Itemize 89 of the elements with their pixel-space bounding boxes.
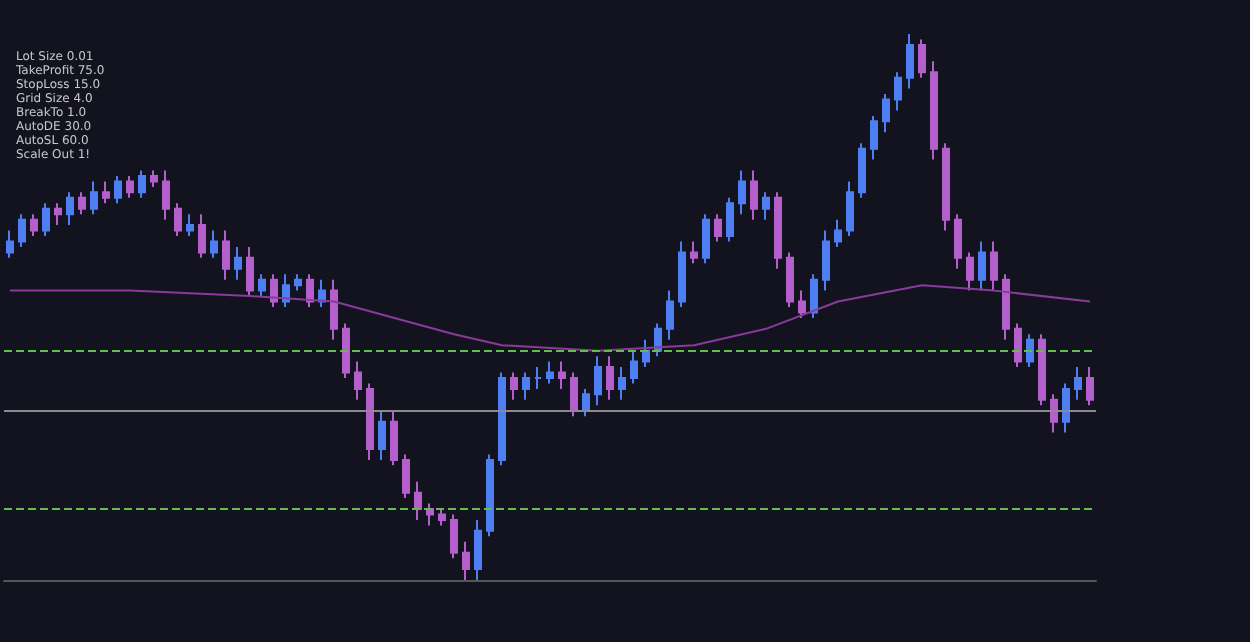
candlestick	[294, 273, 302, 292]
candlestick	[114, 174, 122, 205]
candlestick	[822, 229, 830, 292]
candlestick	[42, 202, 50, 238]
candlestick	[894, 71, 902, 112]
candlestick	[930, 60, 938, 161]
candlestick	[1026, 333, 1034, 369]
candlestick	[54, 202, 62, 227]
candlestick	[798, 289, 806, 319]
candlestick	[570, 371, 578, 418]
candlestick	[270, 273, 278, 308]
candlestick	[126, 174, 134, 199]
candlestick	[150, 169, 158, 188]
candlestick	[222, 229, 230, 281]
candlestick	[606, 355, 614, 401]
candlestick	[210, 229, 218, 259]
candlestick	[726, 196, 734, 243]
candlestick	[582, 387, 590, 418]
candlestick	[618, 366, 626, 401]
candlestick	[462, 540, 470, 581]
candlestick	[366, 382, 374, 461]
candlestick	[438, 508, 446, 527]
candlestick	[174, 202, 182, 238]
candlestick	[714, 213, 722, 243]
candlestick	[990, 240, 998, 292]
candlestick	[330, 278, 338, 341]
candlestick	[1086, 366, 1094, 407]
candlestick	[642, 338, 650, 369]
candlestick	[78, 191, 86, 216]
candlestick	[18, 213, 26, 248]
candlestick	[486, 453, 494, 538]
candlestick	[1002, 273, 1010, 341]
candlestick	[66, 191, 74, 227]
candlestick	[234, 245, 242, 281]
candlestick	[522, 371, 530, 401]
candlestick	[678, 240, 686, 308]
candlestick	[786, 251, 794, 308]
candlestick	[906, 33, 914, 90]
candlestick	[186, 213, 194, 238]
candlestick	[474, 518, 482, 581]
candlestick	[918, 38, 926, 79]
candlestick	[966, 251, 974, 292]
candlestick	[402, 453, 410, 500]
candlestick	[306, 273, 314, 308]
candlestick	[6, 229, 14, 259]
candlestick	[198, 213, 206, 259]
candlestick	[534, 366, 542, 390]
candlestick	[1050, 393, 1058, 434]
candlestick	[594, 355, 602, 407]
candlestick	[762, 191, 770, 221]
candlestick	[846, 180, 854, 238]
candlestick	[426, 502, 434, 527]
candlestick	[750, 169, 758, 221]
candlestick	[390, 409, 398, 467]
candlestick	[834, 218, 842, 248]
candlestick	[450, 513, 458, 560]
candlestick	[282, 273, 290, 308]
candlestick	[102, 180, 110, 205]
candlestick	[1062, 382, 1070, 434]
candlestick	[978, 240, 986, 292]
candlestick	[690, 240, 698, 265]
candlestick	[414, 480, 422, 521]
candlestick	[510, 371, 518, 401]
candlestick	[954, 213, 962, 270]
candlestick	[666, 289, 674, 341]
candlestick	[258, 273, 266, 298]
candlestick	[630, 349, 638, 385]
candlestick	[558, 360, 566, 390]
candlestick	[810, 273, 818, 319]
candlestick	[1074, 366, 1082, 401]
candlestick	[702, 213, 710, 265]
candlestick	[858, 142, 866, 199]
candlestick	[138, 169, 146, 199]
candlestick	[546, 360, 554, 385]
candlestick	[882, 93, 890, 134]
candlestick	[354, 360, 362, 401]
candlestick	[162, 169, 170, 221]
candlestick	[942, 142, 950, 232]
candlestick	[246, 245, 254, 298]
candlestick	[1038, 333, 1046, 407]
candlestick	[498, 371, 506, 467]
candlestick	[870, 114, 878, 161]
candlestick	[342, 322, 350, 379]
candlestick	[378, 409, 386, 461]
candlestick	[1014, 322, 1022, 369]
candlestick	[774, 191, 782, 270]
candlestick	[30, 213, 38, 238]
candlestick	[738, 169, 746, 216]
candlestick	[90, 180, 98, 216]
